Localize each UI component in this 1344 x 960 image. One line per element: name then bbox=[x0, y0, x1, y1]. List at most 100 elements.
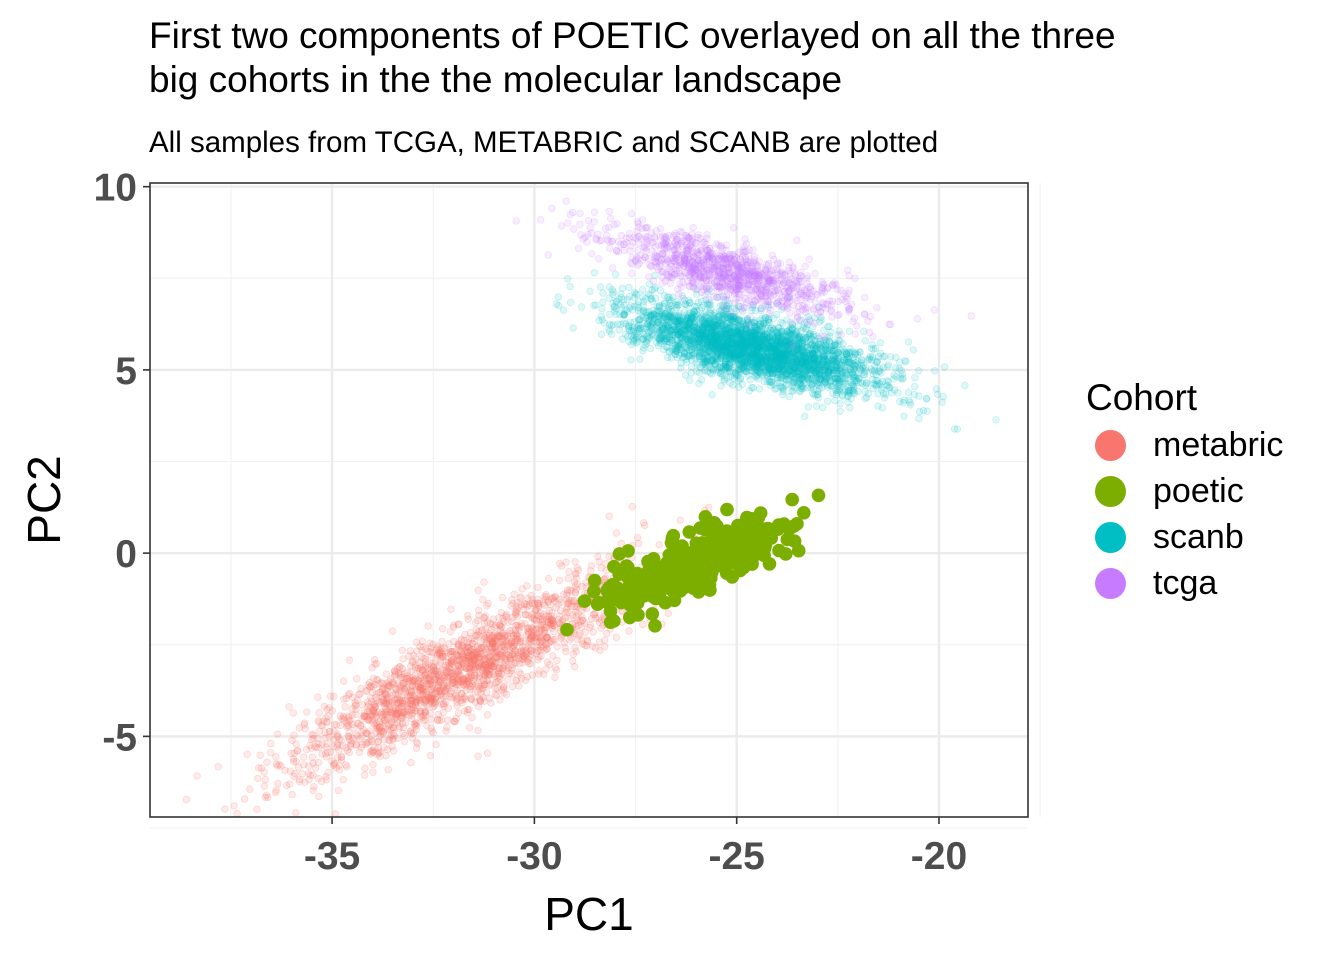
point-metabric bbox=[517, 670, 525, 678]
point-metabric bbox=[416, 698, 425, 706]
point-metabric bbox=[467, 673, 475, 681]
point-metabric bbox=[277, 762, 285, 770]
point-metabric bbox=[233, 809, 241, 818]
point-metabric bbox=[369, 768, 377, 776]
point-metabric bbox=[415, 658, 424, 667]
point-metabric bbox=[301, 725, 309, 733]
point-metabric bbox=[473, 631, 482, 639]
point-metabric bbox=[515, 682, 523, 690]
point-metabric bbox=[409, 657, 417, 666]
point-metabric bbox=[467, 651, 475, 659]
point-metabric bbox=[565, 599, 573, 608]
point-metabric bbox=[586, 567, 595, 575]
point-metabric bbox=[389, 729, 398, 738]
point-scanb bbox=[895, 365, 903, 373]
point-metabric bbox=[425, 673, 433, 681]
point-metabric bbox=[437, 648, 446, 656]
point-metabric bbox=[386, 705, 394, 714]
point-metabric bbox=[340, 714, 348, 722]
point-scanb bbox=[563, 275, 572, 283]
point-metabric bbox=[382, 705, 390, 714]
point-metabric bbox=[437, 689, 445, 697]
point-metabric bbox=[345, 729, 353, 737]
point-metabric bbox=[440, 666, 448, 674]
point-metabric bbox=[570, 596, 579, 605]
point-metabric bbox=[576, 630, 584, 638]
point-metabric bbox=[561, 609, 569, 617]
point-scanb bbox=[609, 288, 618, 296]
point-scanb bbox=[756, 337, 764, 345]
point-metabric bbox=[488, 638, 497, 646]
point-metabric bbox=[377, 698, 386, 706]
point-scanb bbox=[690, 330, 699, 338]
point-scanb bbox=[638, 286, 647, 294]
point-metabric bbox=[490, 670, 498, 678]
point-scanb bbox=[641, 308, 650, 317]
point-metabric bbox=[484, 671, 492, 679]
point-scanb bbox=[992, 416, 1000, 424]
point-metabric bbox=[315, 727, 323, 735]
point-metabric bbox=[492, 679, 500, 687]
point-metabric bbox=[412, 698, 420, 706]
point-metabric bbox=[358, 701, 366, 709]
series-metabric bbox=[182, 502, 750, 818]
point-metabric bbox=[474, 726, 482, 735]
point-metabric bbox=[308, 730, 316, 738]
point-metabric bbox=[361, 764, 369, 772]
point-metabric bbox=[466, 685, 474, 694]
point-metabric bbox=[356, 690, 364, 698]
point-scanb bbox=[847, 371, 855, 379]
point-metabric bbox=[481, 645, 490, 654]
point-metabric bbox=[322, 753, 331, 761]
point-metabric bbox=[468, 651, 476, 660]
point-metabric bbox=[420, 712, 428, 720]
point-scanb bbox=[559, 306, 568, 314]
point-metabric bbox=[625, 627, 633, 635]
point-metabric bbox=[480, 613, 488, 622]
point-metabric bbox=[264, 793, 272, 802]
point-metabric bbox=[510, 642, 518, 650]
point-metabric bbox=[471, 648, 479, 656]
point-metabric bbox=[412, 697, 421, 705]
point-metabric bbox=[323, 718, 331, 726]
point-metabric bbox=[549, 652, 557, 660]
point-metabric bbox=[551, 673, 559, 682]
point-scanb bbox=[729, 360, 737, 369]
point-scanb bbox=[910, 390, 918, 399]
point-metabric bbox=[479, 595, 487, 604]
point-metabric bbox=[578, 613, 586, 621]
point-metabric bbox=[418, 665, 427, 674]
point-scanb bbox=[656, 286, 665, 295]
point-metabric bbox=[380, 716, 389, 724]
point-metabric bbox=[370, 700, 378, 709]
point-metabric bbox=[447, 672, 455, 680]
point-metabric bbox=[407, 686, 415, 694]
point-metabric bbox=[597, 624, 605, 632]
point-metabric bbox=[555, 576, 564, 585]
point-metabric bbox=[409, 704, 418, 712]
point-metabric bbox=[267, 739, 275, 748]
point-scanb bbox=[717, 382, 725, 390]
point-metabric bbox=[330, 721, 338, 729]
point-metabric bbox=[522, 631, 531, 639]
point-metabric bbox=[399, 699, 407, 707]
point-metabric bbox=[274, 779, 282, 788]
point-scanb bbox=[621, 330, 630, 338]
point-metabric bbox=[495, 664, 503, 672]
point-metabric bbox=[639, 519, 648, 527]
point-scanb bbox=[868, 340, 876, 349]
point-scanb bbox=[823, 397, 832, 406]
point-scanb bbox=[863, 393, 871, 402]
point-metabric bbox=[485, 694, 493, 703]
point-metabric bbox=[545, 660, 554, 669]
point-metabric bbox=[477, 644, 485, 652]
point-metabric bbox=[314, 717, 323, 725]
point-metabric bbox=[434, 683, 442, 692]
point-metabric bbox=[500, 617, 508, 625]
point-metabric bbox=[462, 664, 471, 672]
point-metabric bbox=[407, 662, 415, 670]
point-scanb bbox=[708, 365, 716, 373]
point-metabric bbox=[605, 512, 613, 520]
point-metabric bbox=[364, 716, 373, 724]
point-metabric bbox=[286, 780, 294, 788]
